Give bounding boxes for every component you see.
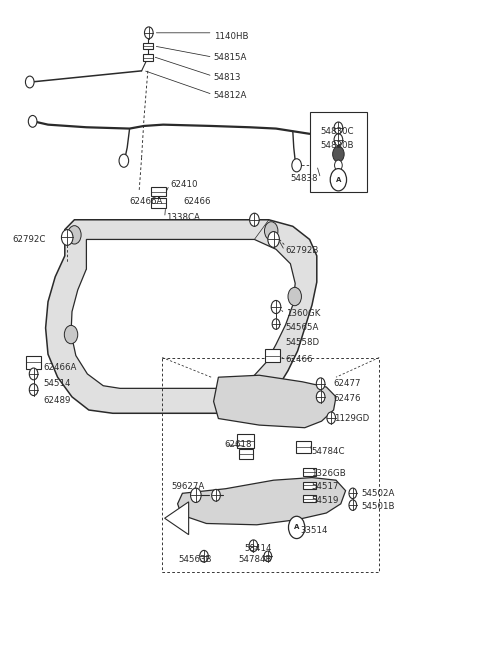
Circle shape bbox=[349, 488, 357, 499]
Bar bbox=[143, 43, 153, 49]
Text: 54784C: 54784C bbox=[311, 447, 345, 456]
Text: 1140HB: 1140HB bbox=[214, 31, 248, 41]
Text: 62466A: 62466A bbox=[43, 363, 77, 372]
Circle shape bbox=[349, 500, 357, 510]
Circle shape bbox=[25, 76, 34, 88]
Circle shape bbox=[288, 287, 301, 306]
Circle shape bbox=[28, 115, 37, 127]
Text: A: A bbox=[336, 176, 341, 183]
Text: 54502A: 54502A bbox=[361, 489, 395, 498]
Circle shape bbox=[327, 412, 336, 424]
Circle shape bbox=[61, 230, 73, 245]
Polygon shape bbox=[71, 239, 295, 388]
Circle shape bbox=[250, 213, 259, 226]
Polygon shape bbox=[46, 220, 317, 413]
Circle shape bbox=[334, 134, 343, 146]
Text: 1326GB: 1326GB bbox=[311, 469, 346, 478]
Circle shape bbox=[249, 540, 258, 552]
Circle shape bbox=[288, 516, 305, 539]
Text: 1338CA: 1338CA bbox=[166, 213, 200, 222]
Text: 54501B: 54501B bbox=[361, 502, 395, 511]
Text: 62466: 62466 bbox=[286, 355, 313, 364]
Text: 62410: 62410 bbox=[170, 180, 198, 190]
Text: 62477: 62477 bbox=[334, 379, 361, 388]
Circle shape bbox=[334, 122, 343, 134]
Text: 54838: 54838 bbox=[290, 174, 318, 183]
Polygon shape bbox=[178, 478, 346, 525]
Bar bbox=[239, 449, 253, 459]
Bar bbox=[303, 468, 316, 476]
Circle shape bbox=[264, 222, 278, 240]
Circle shape bbox=[29, 384, 38, 396]
Circle shape bbox=[268, 232, 279, 247]
Circle shape bbox=[64, 325, 78, 344]
Text: 62792B: 62792B bbox=[286, 246, 319, 255]
Text: 54784B: 54784B bbox=[239, 555, 272, 564]
Text: A: A bbox=[294, 524, 300, 531]
Text: 1360GK: 1360GK bbox=[286, 309, 320, 318]
Bar bbox=[151, 186, 166, 197]
Circle shape bbox=[144, 27, 153, 39]
Bar bbox=[265, 349, 280, 362]
Bar bbox=[143, 54, 153, 61]
Text: 54514: 54514 bbox=[43, 379, 71, 388]
Bar bbox=[296, 441, 311, 453]
Circle shape bbox=[316, 391, 325, 403]
Circle shape bbox=[292, 159, 301, 172]
Text: 62466: 62466 bbox=[183, 197, 211, 206]
Text: 54565A: 54565A bbox=[286, 323, 319, 333]
Circle shape bbox=[330, 169, 347, 191]
Text: 58414: 58414 bbox=[245, 544, 272, 553]
Text: 54815A: 54815A bbox=[214, 53, 247, 62]
Circle shape bbox=[316, 378, 325, 390]
Bar bbox=[237, 434, 254, 448]
Bar bbox=[151, 198, 166, 209]
Text: 59627A: 59627A bbox=[172, 482, 205, 491]
Text: 62618: 62618 bbox=[225, 440, 252, 449]
Text: 54813: 54813 bbox=[214, 73, 241, 82]
Circle shape bbox=[68, 226, 81, 244]
Text: 54519: 54519 bbox=[311, 496, 338, 505]
Text: 62792C: 62792C bbox=[12, 235, 46, 244]
Circle shape bbox=[119, 154, 129, 167]
Circle shape bbox=[191, 488, 201, 502]
Text: 54517: 54517 bbox=[311, 482, 338, 491]
Bar bbox=[26, 356, 41, 369]
Bar bbox=[303, 495, 316, 502]
Circle shape bbox=[272, 319, 280, 329]
Bar bbox=[303, 482, 316, 489]
Text: 54812A: 54812A bbox=[214, 91, 247, 100]
Text: 54558D: 54558D bbox=[286, 338, 320, 347]
Circle shape bbox=[335, 160, 342, 171]
Text: 33514: 33514 bbox=[300, 525, 327, 535]
Polygon shape bbox=[165, 502, 189, 535]
Text: 54830B: 54830B bbox=[321, 141, 354, 150]
Polygon shape bbox=[214, 375, 336, 428]
Circle shape bbox=[333, 146, 344, 162]
Circle shape bbox=[29, 368, 38, 380]
Circle shape bbox=[212, 489, 220, 501]
Circle shape bbox=[264, 551, 272, 562]
Text: 62466A: 62466A bbox=[130, 197, 163, 206]
Text: 62489: 62489 bbox=[43, 396, 71, 405]
Bar bbox=[310, 112, 367, 192]
Text: 1129GD: 1129GD bbox=[334, 414, 369, 423]
Circle shape bbox=[271, 300, 281, 314]
Text: 54563B: 54563B bbox=[179, 555, 212, 564]
Text: 54830C: 54830C bbox=[321, 127, 354, 136]
Text: 62476: 62476 bbox=[334, 394, 361, 403]
Circle shape bbox=[200, 550, 208, 562]
